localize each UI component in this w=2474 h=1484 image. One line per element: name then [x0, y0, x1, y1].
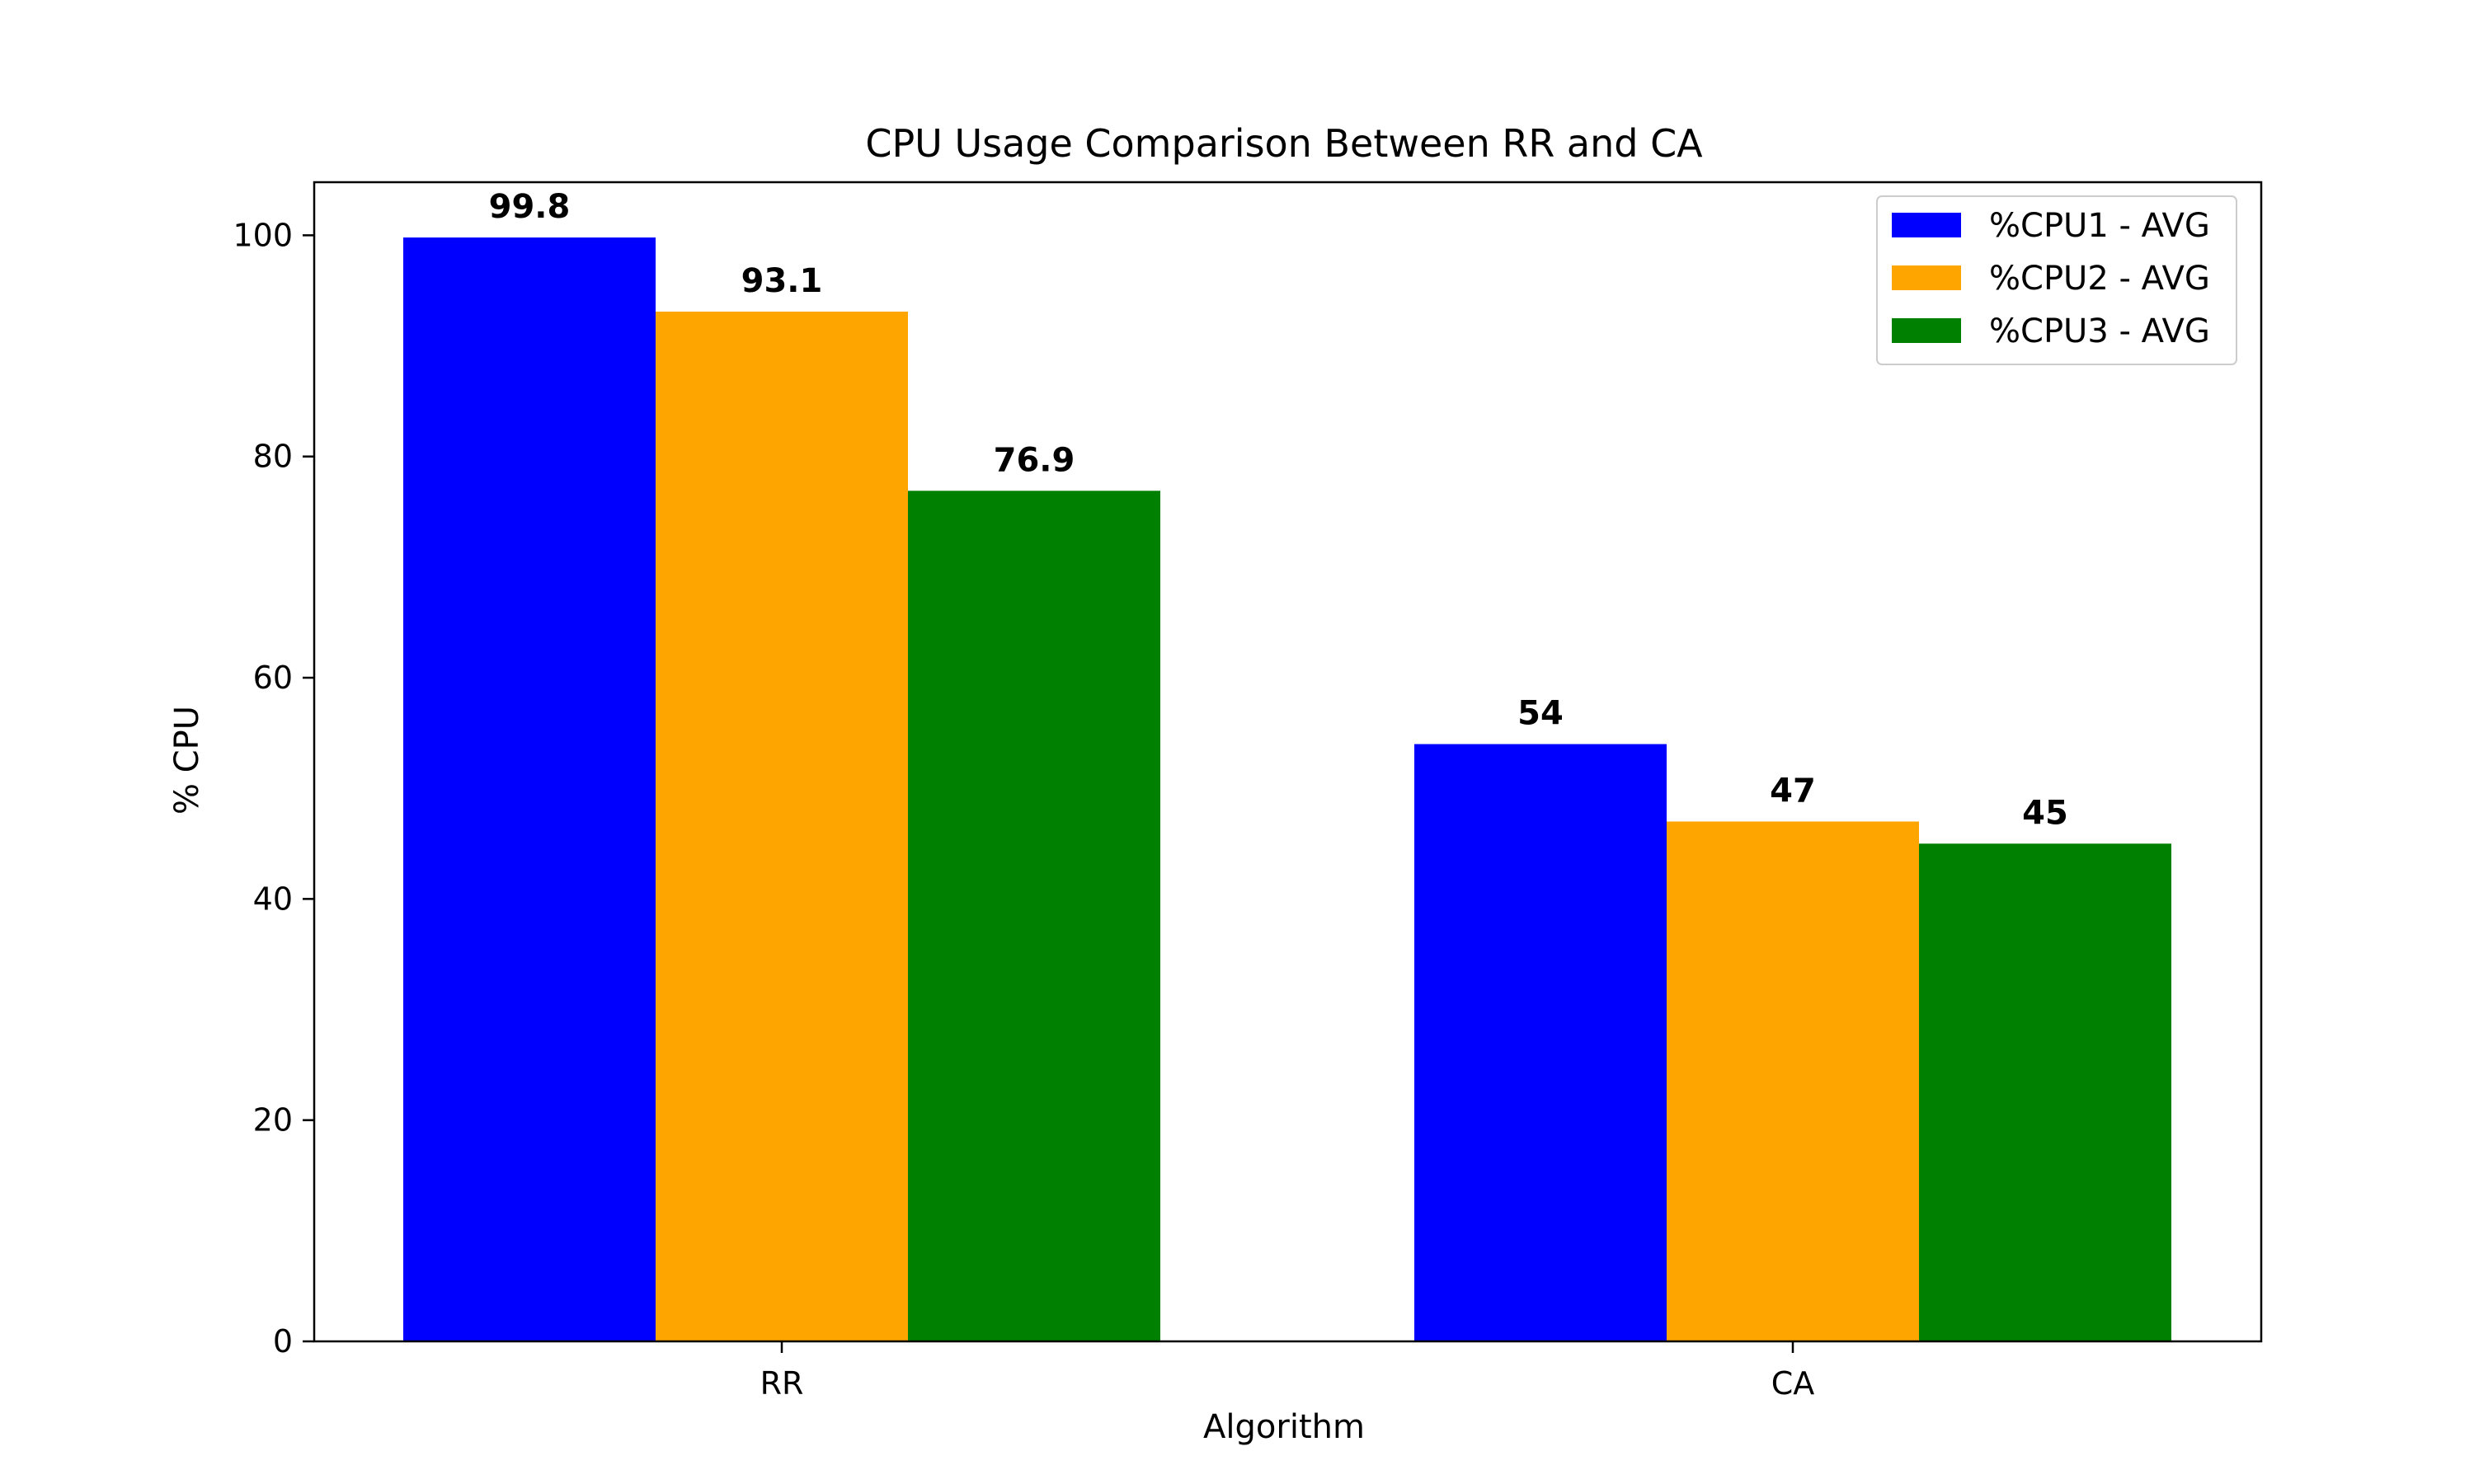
legend-label: %CPU3 - AVG	[1989, 312, 2210, 350]
bar-value-label: 93.1	[741, 262, 823, 300]
legend-label: %CPU2 - AVG	[1989, 260, 2210, 298]
bar-value-label: 76.9	[994, 441, 1075, 479]
bar	[1919, 843, 2171, 1341]
legend-label: %CPU1 - AVG	[1989, 207, 2210, 245]
bar-value-label: 54	[1517, 695, 1564, 733]
y-tick-label: 80	[253, 439, 293, 475]
x-tick-label: RR	[760, 1365, 804, 1402]
bar	[908, 491, 1160, 1341]
bar-value-label: 45	[2022, 794, 2068, 832]
legend-item: %CPU3 - AVG	[1892, 312, 2210, 350]
bar	[1667, 821, 1919, 1341]
y-tick-label: 0	[273, 1323, 293, 1360]
y-tick-label: 20	[253, 1102, 293, 1139]
legend-item: %CPU1 - AVG	[1892, 207, 2210, 245]
bar	[403, 237, 656, 1342]
legend-item: %CPU2 - AVG	[1892, 260, 2210, 298]
legend-box	[1876, 195, 2237, 365]
bar-value-label: 99.8	[489, 188, 571, 226]
chart-title: CPU Usage Comparison Between RR and CA	[865, 121, 1703, 166]
axes-layer: 0 20 40 60 80 100 RR CA	[233, 181, 2263, 1402]
bars-layer	[403, 237, 2171, 1342]
bar	[656, 311, 908, 1342]
y-tick-label: 100	[233, 217, 293, 253]
bar	[1414, 744, 1667, 1341]
legend-swatch	[1892, 318, 1961, 343]
x-tick-label: CA	[1771, 1365, 1815, 1402]
x-axis-label: Algorithm	[1203, 1408, 1365, 1446]
legend: %CPU1 - AVG %CPU2 - AVG %CPU3 - AVG	[1876, 195, 2237, 365]
legend-swatch	[1892, 265, 1961, 290]
y-tick-label: 40	[253, 881, 293, 917]
bar-value-label: 47	[1770, 772, 1816, 810]
legend-swatch	[1892, 213, 1961, 237]
y-tick-label: 60	[253, 660, 293, 696]
data-labels-layer: 99.8 93.1 76.9 54 47 45	[489, 188, 2068, 832]
plot-frame	[313, 181, 2263, 1343]
y-axis-label: % CPU	[168, 706, 206, 815]
